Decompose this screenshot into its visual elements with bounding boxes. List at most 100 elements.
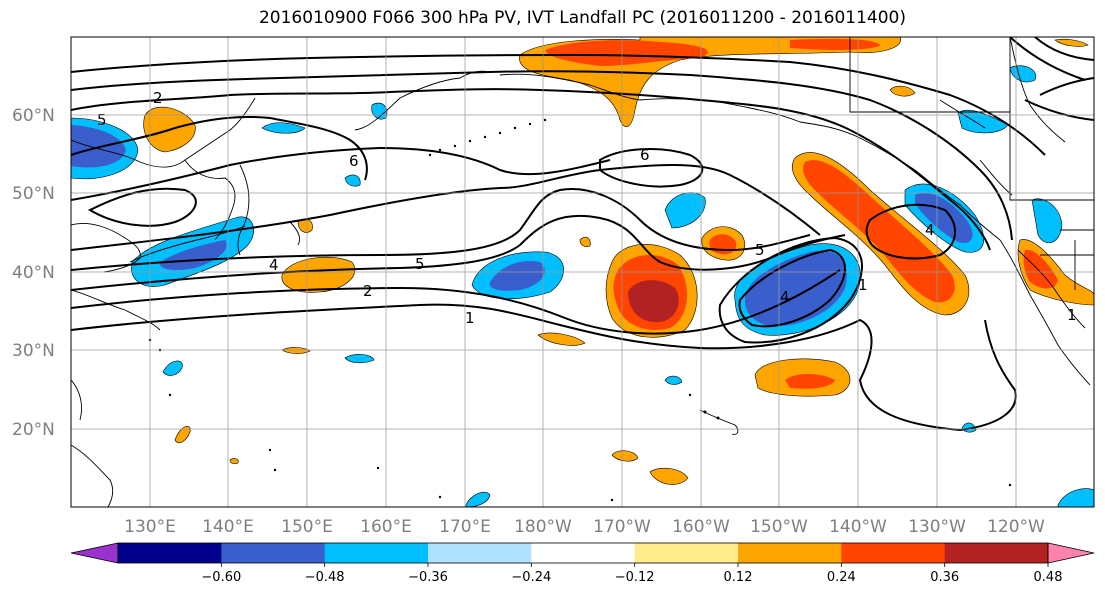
anomaly-blob <box>628 280 679 323</box>
anomaly-blob <box>71 125 126 168</box>
anomaly-blob <box>344 354 375 364</box>
coastlines <box>71 37 1094 507</box>
anomaly-blob <box>1023 249 1058 289</box>
lat-label-20n: 20°N <box>12 420 55 440</box>
colorbar-segment <box>118 543 222 563</box>
colorbar-segment <box>634 543 739 563</box>
contour-line <box>71 115 368 181</box>
anomaly-blob <box>344 174 361 187</box>
colorbar-tick-label: −0.24 <box>511 570 551 585</box>
colorbar-segment <box>738 543 842 563</box>
contour-line <box>865 203 956 260</box>
coastline <box>289 221 301 246</box>
contour-line <box>71 70 1013 241</box>
lon-label: 140°E <box>202 517 254 537</box>
lon-label: 150°W <box>750 517 808 537</box>
islands <box>148 118 1012 502</box>
pv-contours <box>71 37 1094 432</box>
lon-label: 150°E <box>281 517 333 537</box>
latitude-labels: 60°N 50°N 40°N 30°N 20°N <box>12 106 55 440</box>
colorbar-segment <box>841 543 946 563</box>
gridlines <box>71 37 1094 507</box>
colorbar-tick-label: −0.48 <box>305 570 345 585</box>
coastline <box>184 159 236 241</box>
coastline <box>939 99 986 129</box>
contour-label: 2 <box>363 282 373 300</box>
lon-label: 180°W <box>514 517 572 537</box>
coastline <box>1009 37 1066 143</box>
anomaly-blob <box>664 375 683 385</box>
colorbar-segment <box>531 543 636 563</box>
longitude-labels: 130°E 140°E 150°E 160°E 170°E 180°W 170°… <box>124 517 1045 537</box>
colorbar-tick-label: −0.60 <box>201 570 241 585</box>
coastline <box>71 444 114 507</box>
contour-line <box>71 146 611 201</box>
anomaly-blob <box>162 360 183 376</box>
anomaly-blob <box>785 374 835 389</box>
contour-line <box>71 303 1017 432</box>
contour-label: 5 <box>755 241 765 259</box>
map-frame <box>70 36 1095 508</box>
anomaly-blob <box>1054 38 1089 47</box>
anomaly-blob <box>579 236 591 247</box>
anomaly-blob <box>889 85 916 97</box>
lat-label-40n: 40°N <box>12 263 55 283</box>
contour-line <box>71 188 811 271</box>
lon-label: 170°E <box>439 517 491 537</box>
contour-line <box>71 269 841 335</box>
coastline <box>499 73 801 123</box>
contour-line <box>71 53 1046 156</box>
colorbar-tick-label: 0.12 <box>724 570 753 585</box>
contour-label: 4 <box>269 256 279 274</box>
contour-label: 5 <box>97 111 107 129</box>
coastline <box>979 159 1013 196</box>
contour-line <box>738 248 846 328</box>
lon-label: 160°E <box>360 517 412 537</box>
contour-line <box>87 187 197 227</box>
contour-line <box>1039 77 1094 96</box>
colorbar-segment <box>324 543 429 563</box>
coastline <box>1017 249 1086 329</box>
lon-label: 120°W <box>987 517 1045 537</box>
contour-line <box>71 88 991 251</box>
anomaly-blob <box>664 192 706 229</box>
coastline <box>237 164 250 256</box>
lon-label: 130°E <box>124 517 176 537</box>
colorbar-extension-high <box>1047 542 1095 564</box>
contour-label: 6 <box>349 152 359 170</box>
colorbar-segment <box>428 543 532 563</box>
contour-label: 2 <box>153 89 163 107</box>
colorbar-tick-label: 0.24 <box>827 570 856 585</box>
anomaly-blob <box>159 240 227 270</box>
lat-label-60n: 60°N <box>12 106 55 126</box>
colorbar-extension-low <box>70 542 119 564</box>
coastline <box>71 223 141 273</box>
coastline <box>1009 37 1094 201</box>
anomaly-blob <box>174 425 191 444</box>
lon-label: 160°W <box>672 517 730 537</box>
colorbar-tick-label: 0.48 <box>1034 570 1063 585</box>
coastline <box>699 409 739 435</box>
anomaly-blob <box>649 467 689 485</box>
contour-label: 1 <box>465 309 475 327</box>
contour-label: 1 <box>1067 306 1077 324</box>
contour-label: 1 <box>858 276 868 294</box>
colorbar: −0.60 −0.48 −0.36 −0.24 −0.12 0.12 0.24 0.36 0.4… <box>70 542 1095 585</box>
lon-label: 140°W <box>829 517 887 537</box>
anomaly-blob <box>803 160 955 303</box>
contour-line <box>718 236 863 344</box>
contour-line <box>1024 99 1094 121</box>
coastline <box>849 37 1010 113</box>
contour-label: 5 <box>415 255 425 273</box>
anomaly-blob <box>611 450 639 462</box>
colorbar-tick-label: −0.36 <box>408 570 448 585</box>
anomaly-blob <box>1057 488 1094 507</box>
anomaly-blob <box>489 260 545 291</box>
coastline <box>71 379 82 421</box>
colorbar-tick-label: −0.12 <box>615 570 655 585</box>
colorbar-frame <box>117 542 1049 564</box>
contour-labels: 1 2 4 5 5 6 6 5 4 1 4 1 2 <box>97 89 1077 327</box>
colorbar-tick-label: 0.36 <box>930 570 959 585</box>
coastline <box>999 239 1091 386</box>
colorbar-segment <box>221 543 326 563</box>
